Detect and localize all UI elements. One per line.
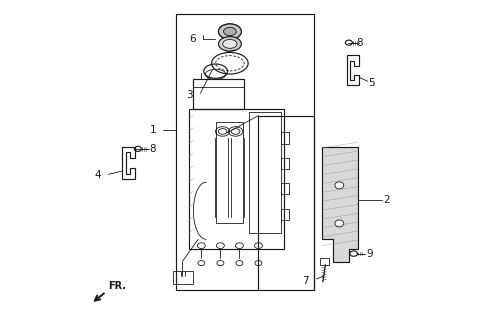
Ellipse shape [224,28,236,36]
Text: 5: 5 [369,77,375,88]
Bar [281,183,289,194]
Text: 2: 2 [383,195,390,205]
Text: 4: 4 [95,170,101,180]
Text: 9: 9 [366,249,373,259]
Bar [281,158,289,169]
Ellipse shape [223,39,237,48]
Text: 8: 8 [357,38,363,48]
Text: 3: 3 [186,90,193,100]
Text: 8: 8 [149,144,156,154]
Ellipse shape [218,36,241,51]
Text: FR.: FR. [108,281,126,291]
Bar [320,258,329,265]
Text: 6: 6 [189,34,196,44]
Text: 1: 1 [150,125,157,135]
Ellipse shape [335,220,344,227]
Bar [173,271,193,284]
Text: 7: 7 [303,276,309,285]
Polygon shape [322,147,359,261]
Bar [215,122,242,223]
Bar [249,112,281,233]
Bar [281,209,289,220]
Ellipse shape [335,182,344,189]
Bar [188,109,284,249]
Bar [281,132,289,143]
Ellipse shape [218,24,241,39]
